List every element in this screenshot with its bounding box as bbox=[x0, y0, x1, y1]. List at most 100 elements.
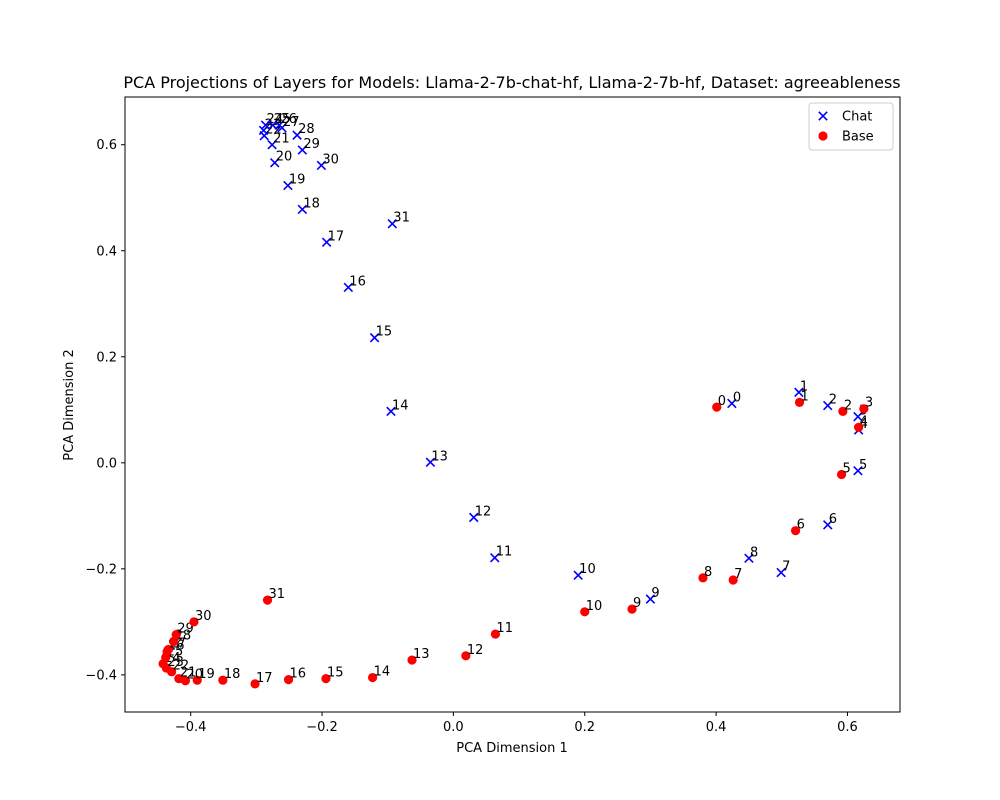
y-tick-label: −0.2 bbox=[85, 562, 117, 577]
base-point-label: 17 bbox=[256, 671, 273, 686]
base-point-label: 7 bbox=[734, 567, 742, 582]
chat-point bbox=[468, 512, 479, 523]
base-point bbox=[794, 397, 805, 407]
chat-point-label: 5 bbox=[859, 458, 867, 473]
base-point bbox=[174, 673, 184, 684]
base-point bbox=[728, 575, 738, 585]
chat-point-label: 31 bbox=[393, 211, 410, 226]
chat-point-label: 27 bbox=[283, 115, 300, 130]
legend-box bbox=[808, 102, 894, 151]
chat-point bbox=[425, 457, 436, 468]
chat-point bbox=[321, 237, 332, 248]
base-point-label: 30 bbox=[195, 609, 212, 624]
chat-point-label: 2 bbox=[829, 393, 837, 408]
base-point bbox=[859, 404, 869, 414]
plot-area-frame bbox=[124, 96, 901, 713]
legend-marker-chat bbox=[818, 111, 828, 121]
scatter-points: 0123456789101112131415161718192021222324… bbox=[158, 112, 873, 689]
y-tick-label: 0.0 bbox=[96, 456, 117, 471]
x-tick-label: 0.2 bbox=[574, 720, 595, 735]
base-point bbox=[171, 629, 181, 640]
chat-point bbox=[258, 125, 269, 136]
x-tick-label: 0.0 bbox=[443, 720, 464, 735]
base-point-label: 20 bbox=[186, 668, 203, 683]
base-point-label: 1 bbox=[801, 389, 809, 404]
chat-point-label: 9 bbox=[651, 586, 659, 601]
y-tick-label: 0.6 bbox=[96, 138, 117, 153]
chat-point-label: 18 bbox=[303, 196, 320, 211]
chat-point bbox=[283, 180, 293, 191]
chat-point-label: 14 bbox=[392, 398, 409, 413]
base-point bbox=[627, 604, 637, 614]
legend-label-base: Base bbox=[842, 130, 874, 145]
chat-point-label: 28 bbox=[298, 122, 315, 137]
base-point-label: 21 bbox=[180, 666, 197, 681]
base-point bbox=[854, 422, 864, 432]
chat-point bbox=[297, 145, 308, 155]
base-series: 0 12 3456789101112131415161718192021222324… bbox=[158, 389, 873, 689]
chat-point bbox=[794, 387, 804, 398]
x-tick-label: −0.2 bbox=[306, 720, 338, 735]
chat-point-label: 13 bbox=[431, 449, 448, 464]
legend-entry-chat: Chat bbox=[818, 110, 872, 125]
base-point-label: 13 bbox=[413, 647, 430, 662]
base-point-label: 9 bbox=[633, 596, 641, 611]
base-point-label: 3 bbox=[865, 396, 873, 411]
chat-point bbox=[645, 594, 656, 604]
chat-point-label: 30 bbox=[322, 152, 339, 167]
y-axis: −0.4 −0.2 0.0 0.2 0.4 0.6 bbox=[85, 138, 125, 683]
chat-point bbox=[727, 398, 737, 409]
chat-point-label: 1 bbox=[800, 379, 808, 394]
base-point bbox=[283, 675, 294, 685]
base-point-label: 5 bbox=[843, 461, 851, 476]
x-tick-label: −0.4 bbox=[175, 720, 207, 735]
chat-point-label: 12 bbox=[475, 504, 492, 519]
chat-point bbox=[316, 160, 327, 171]
base-point bbox=[163, 644, 173, 655]
chat-point-label: 4 bbox=[860, 417, 868, 432]
base-point-label: 19 bbox=[198, 667, 215, 682]
base-point-label: 6 bbox=[797, 518, 805, 533]
chat-point bbox=[386, 406, 396, 417]
chat-point bbox=[822, 520, 833, 530]
chat-point-label: 19 bbox=[289, 173, 306, 188]
base-point bbox=[368, 672, 378, 683]
base-point-label: 11 bbox=[496, 621, 513, 636]
chat-point-label: 20 bbox=[276, 150, 293, 165]
chat-point bbox=[269, 157, 280, 168]
base-point bbox=[189, 617, 199, 627]
chat-point bbox=[822, 400, 833, 411]
base-point-label: 22 bbox=[173, 659, 190, 674]
y-tick-label: 0.2 bbox=[96, 350, 117, 365]
base-point-label: 2 bbox=[844, 398, 852, 413]
base-point bbox=[836, 469, 847, 480]
chat-point bbox=[853, 411, 863, 422]
base-point bbox=[250, 679, 260, 689]
chat-point-label: 16 bbox=[349, 274, 366, 289]
chat-point-label: 8 bbox=[750, 545, 758, 560]
base-point bbox=[580, 607, 590, 617]
base-point bbox=[192, 675, 202, 685]
chat-point-label: 0 bbox=[733, 390, 741, 405]
legend-marker-base bbox=[818, 131, 828, 141]
base-point bbox=[461, 651, 471, 661]
chat-point bbox=[260, 120, 271, 130]
x-tick-label: 0.6 bbox=[837, 720, 858, 735]
y-axis-label: PCA Dimension 2 bbox=[62, 349, 77, 460]
chat-point-label: 7 bbox=[782, 560, 790, 575]
chat-point bbox=[744, 553, 754, 564]
legend: Chat Base bbox=[808, 102, 894, 151]
chat-point-label: 29 bbox=[303, 137, 320, 152]
base-point-label: 16 bbox=[290, 667, 307, 682]
base-point-label: 14 bbox=[374, 665, 391, 680]
base-point-label: 0 bbox=[718, 394, 726, 409]
y-tick-label: −0.4 bbox=[85, 668, 117, 683]
chat-point-label: 10 bbox=[579, 562, 596, 577]
base-point bbox=[838, 406, 848, 416]
base-point bbox=[698, 573, 708, 583]
legend-label-chat: Chat bbox=[842, 110, 872, 125]
chart-title: PCA Projections of Layers for Models: Ll… bbox=[123, 73, 900, 92]
chat-point bbox=[776, 567, 786, 578]
chat-point-label: 21 bbox=[273, 132, 290, 147]
